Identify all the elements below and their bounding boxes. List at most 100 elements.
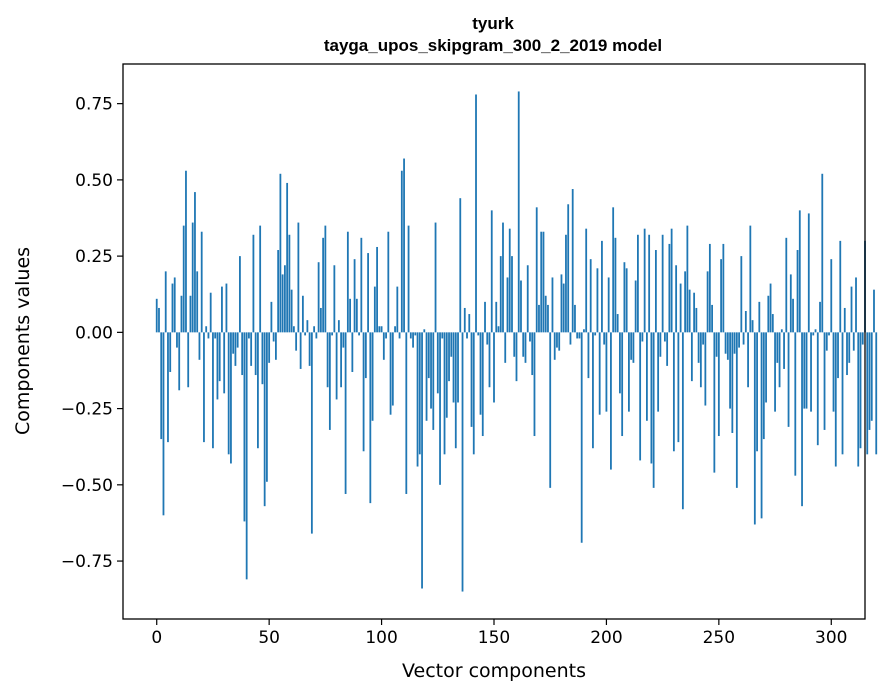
bar xyxy=(547,304,549,333)
bar xyxy=(396,286,399,333)
bar xyxy=(245,332,248,580)
bar xyxy=(771,314,774,333)
bar xyxy=(499,256,502,333)
bar xyxy=(612,207,615,333)
bar xyxy=(780,329,783,333)
bar xyxy=(524,332,527,363)
bar xyxy=(693,292,696,333)
bar xyxy=(164,271,167,333)
bar xyxy=(207,332,210,339)
bar xyxy=(585,228,588,333)
bar xyxy=(538,304,540,333)
bar xyxy=(176,332,178,348)
bar xyxy=(592,332,594,449)
bar xyxy=(304,332,307,336)
bar xyxy=(776,332,779,363)
bar xyxy=(562,283,565,333)
bar xyxy=(493,332,495,403)
bar xyxy=(670,228,673,333)
bar xyxy=(421,332,423,589)
bar xyxy=(230,332,232,464)
bar xyxy=(445,332,448,418)
bar xyxy=(439,332,441,485)
bar xyxy=(625,268,628,333)
bar xyxy=(198,332,201,360)
bar xyxy=(758,301,761,333)
bar xyxy=(801,332,803,507)
bar xyxy=(681,332,684,510)
bar xyxy=(457,332,459,403)
bar xyxy=(711,304,713,333)
bar xyxy=(169,332,172,372)
bar xyxy=(648,234,651,333)
bar xyxy=(650,332,653,464)
y-tick-label: −0.25 xyxy=(61,400,113,420)
bar xyxy=(432,332,435,430)
y-tick-label: −0.50 xyxy=(61,476,113,496)
bar xyxy=(526,265,529,333)
bar xyxy=(641,332,644,342)
bar xyxy=(686,225,689,333)
bar xyxy=(713,332,716,473)
bar xyxy=(769,283,772,333)
bar xyxy=(423,329,426,333)
bar xyxy=(337,320,340,333)
x-tick-label: 250 xyxy=(703,628,735,648)
bar xyxy=(522,332,525,357)
x-tick-label: 200 xyxy=(590,628,622,648)
bar xyxy=(454,332,457,449)
bar xyxy=(160,332,163,440)
bar xyxy=(830,259,833,333)
bar xyxy=(569,332,572,345)
bar xyxy=(531,332,534,376)
bar xyxy=(319,307,322,333)
bar xyxy=(504,332,507,363)
y-tick-label: 0.25 xyxy=(75,247,113,267)
bar xyxy=(391,332,394,406)
bar xyxy=(598,332,601,415)
bar xyxy=(697,332,700,363)
bar xyxy=(191,222,194,333)
bar xyxy=(436,332,439,394)
bar xyxy=(189,295,192,333)
bar xyxy=(675,265,678,333)
bar xyxy=(846,332,848,376)
bar xyxy=(434,222,437,333)
bar xyxy=(603,332,606,345)
bar xyxy=(661,234,664,333)
bar xyxy=(688,289,691,333)
bar xyxy=(286,182,289,333)
bar xyxy=(214,332,217,339)
bar xyxy=(200,231,203,333)
bar xyxy=(281,274,284,333)
bar xyxy=(733,332,736,354)
bar xyxy=(798,210,801,333)
x-axis-label: Vector components xyxy=(402,660,586,682)
bar xyxy=(295,332,298,351)
bar xyxy=(607,277,610,333)
bar xyxy=(740,256,743,333)
bar xyxy=(382,332,385,360)
bar xyxy=(796,250,799,333)
bar xyxy=(389,332,392,415)
bar xyxy=(724,332,727,354)
bar xyxy=(785,237,788,333)
bar xyxy=(313,326,316,333)
bar xyxy=(672,332,675,452)
bar xyxy=(542,231,545,333)
bar xyxy=(654,250,657,333)
bar xyxy=(553,332,556,360)
bar xyxy=(715,332,718,357)
bar xyxy=(821,173,824,333)
bar xyxy=(394,326,396,333)
bar xyxy=(315,332,318,339)
bar xyxy=(484,301,486,333)
bar xyxy=(353,259,356,333)
bar xyxy=(511,256,513,333)
bar xyxy=(283,265,286,333)
bar xyxy=(520,280,522,333)
bar xyxy=(261,332,264,385)
bar xyxy=(470,332,473,427)
bar xyxy=(409,332,412,339)
bar xyxy=(180,295,183,333)
